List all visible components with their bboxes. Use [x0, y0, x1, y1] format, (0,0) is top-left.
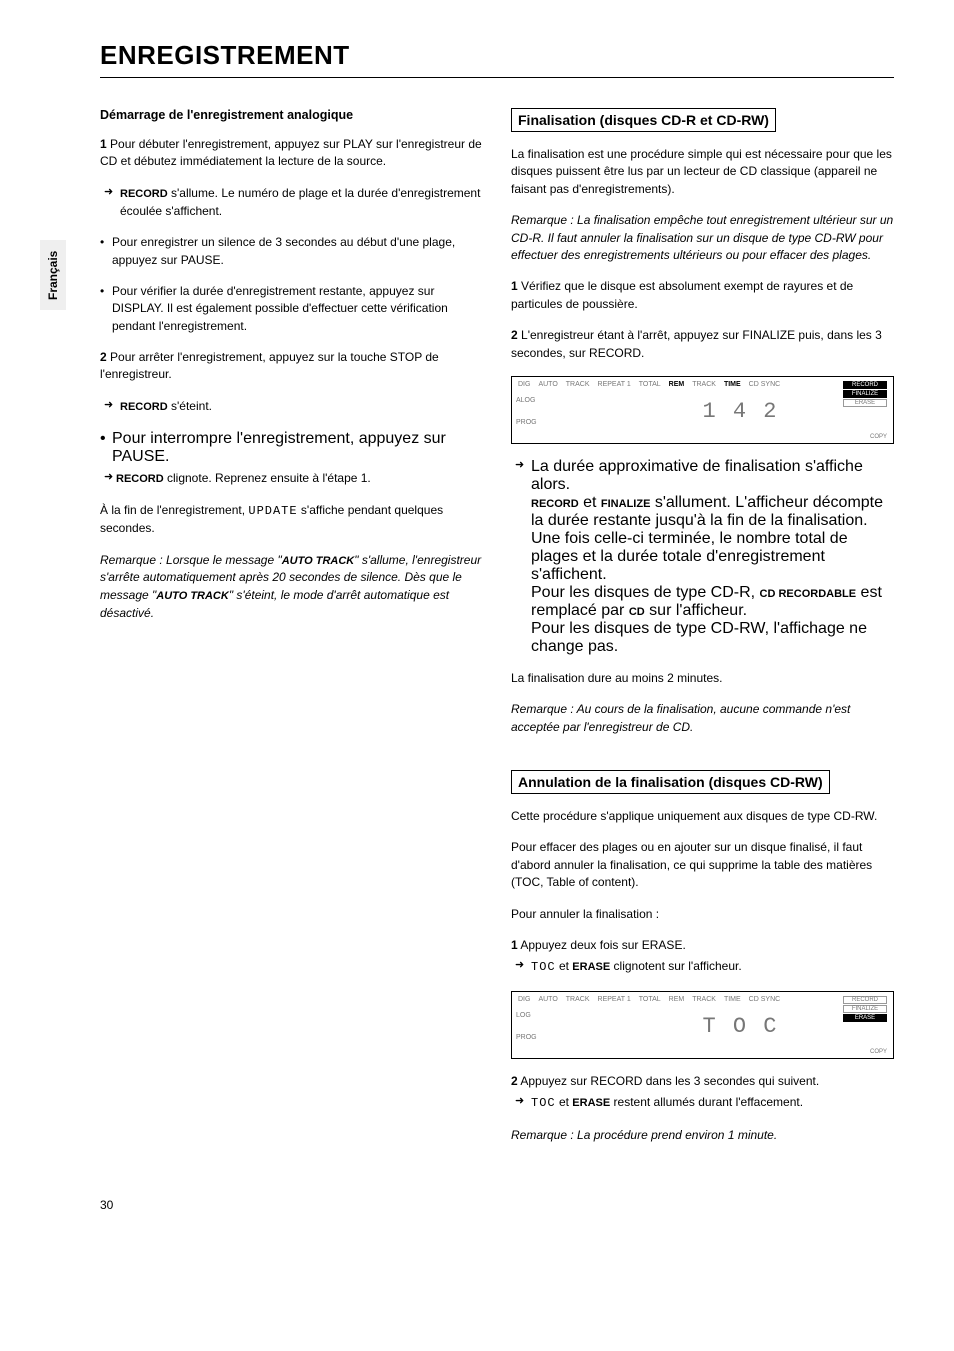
content-columns: Démarrage de l'enregistrement analogique… [100, 108, 894, 1158]
right-remark-3: Remarque : La procédure prend environ 1 … [511, 1127, 894, 1144]
record-label: RECORD [120, 401, 168, 413]
left-closing: À la fin de l'enregistrement, UPDATE s'a… [100, 502, 483, 538]
left-bullet-1: Pour enregistrer un silence de 3 seconde… [100, 234, 483, 269]
remark-part-1: Lorsque le message " [166, 553, 282, 567]
arrow-text: clignote. Reprenez ensuite à l'étape 1. [164, 471, 371, 485]
left-step-2-result: RECORD s'éteint. [100, 398, 483, 416]
left-step-2: 2 Pour arrêter l'enregistrement, appuyez… [100, 349, 483, 384]
bullet-text: Pour interrompre l'enregistrement, appuy… [112, 430, 446, 465]
unfinalize-sub: Pour annuler la finalisation : [511, 906, 894, 923]
step-text: Pour arrêter l'enregistrement, appuyez s… [100, 350, 439, 381]
step-number: 1 [511, 279, 518, 293]
cd-recordable-label: CD RECORDABLE [760, 588, 857, 600]
left-step-1-result: RECORD s'allume. Le numéro de plage et l… [100, 185, 483, 220]
text-post: sur l'afficheur. [645, 602, 747, 619]
finalize-label: FINALIZE [601, 498, 651, 510]
step-text: L'enregistreur étant à l'arrêt, appuyez … [511, 328, 882, 359]
text-pre: À la fin de l'enregistrement, [100, 503, 248, 517]
step-number: 1 [511, 938, 518, 952]
remark-label: Remarque : [511, 702, 574, 716]
text: et [556, 959, 573, 973]
step-number: 2 [100, 350, 107, 364]
left-bullet-2: Pour vérifier la durée d'enregistrement … [100, 283, 483, 335]
step-text: Vérifiez que le disque est absolument ex… [511, 279, 853, 310]
unfinalize-step-2-result: TOC et ERASE restent allumés durant l'ef… [511, 1094, 894, 1112]
left-bullet-3-result: RECORD clignote. Reprenez ensuite à l'ét… [100, 470, 483, 488]
left-column: Démarrage de l'enregistrement analogique… [100, 108, 483, 1158]
record-label: RECORD [120, 188, 168, 200]
text: restent allumés durant l'effacement. [610, 1095, 803, 1109]
remark-text: La procédure prend environ 1 minute. [577, 1128, 777, 1142]
right-remark-1: Remarque : La finalisation empêche tout … [511, 212, 894, 264]
unfinalize-intro-b: Pour effacer des plages ou en ajouter su… [511, 839, 894, 891]
text-pre: Pour les disques de type CD-R, [531, 584, 760, 601]
language-tab: Français [40, 240, 66, 310]
right-remark-2: Remarque : Au cours de la finalisation, … [511, 701, 894, 736]
right-column: Finalisation (disques CD-R et CD-RW) La … [511, 108, 894, 1158]
right-result-block: La durée approximative de finalisation s… [511, 458, 894, 656]
right-intro-1: La finalisation est une procédure simple… [511, 146, 894, 198]
cd-label: CD [629, 606, 645, 618]
unfinalize-step-1-result: TOC et ERASE clignotent sur l'afficheur. [511, 958, 894, 976]
left-heading: Démarrage de l'enregistrement analogique [100, 108, 483, 122]
text: et [579, 494, 601, 511]
step-text: Appuyez sur RECORD dans les 3 secondes q… [520, 1074, 819, 1088]
left-remark: Remarque : Lorsque le message "AUTO TRAC… [100, 552, 483, 623]
step-number: 2 [511, 328, 518, 342]
unfinalize-step-2: 2 Appuyez sur RECORD dans les 3 secondes… [511, 1073, 894, 1090]
record-label: RECORD [531, 498, 579, 510]
erase-label: ERASE [572, 961, 610, 973]
auto-track-label: AUTO TRACK [156, 590, 229, 602]
left-step-1: 1 Pour débuter l'enregistrement, appuyez… [100, 136, 483, 171]
text: et [556, 1095, 573, 1109]
left-bullet-3: Pour interrompre l'enregistrement, appuy… [100, 430, 483, 488]
erase-label: ERASE [572, 1097, 610, 1109]
right-step-2: 2 L'enregistreur étant à l'arrêt, appuye… [511, 327, 894, 362]
toc-mono: TOC [531, 1096, 556, 1110]
result-line-1: La durée approximative de finalisation s… [531, 458, 863, 493]
page-title: ENREGISTREMENT [100, 40, 894, 78]
text: clignotent sur l'afficheur. [610, 959, 741, 973]
unfinalize-step-1: 1 Appuyez deux fois sur ERASE. [511, 937, 894, 954]
page-number: 30 [100, 1198, 894, 1212]
lcd-display-1: DIGAUTOTRACKREPEAT 1TOTALREMTRACKTIMECD … [511, 376, 894, 444]
result-line-5: Pour les disques de type CD-RW, l'affich… [531, 620, 867, 655]
step-number: 1 [100, 137, 107, 151]
step-text: Appuyez deux fois sur ERASE. [520, 938, 685, 952]
toc-mono: TOC [531, 960, 556, 974]
remark-label: Remarque : [100, 553, 163, 567]
lcd-display-2: DIGAUTOTRACKREPEAT 1TOTALREMTRACKTIMECD … [511, 991, 894, 1059]
remark-label: Remarque : [511, 213, 574, 227]
unfinalize-intro-a: Cette procédure s'applique uniquement au… [511, 808, 894, 825]
record-label: RECORD [116, 473, 164, 485]
section-2-title: Annulation de la finalisation (disques C… [511, 770, 830, 794]
arrow-text: s'allume. Le numéro de plage et la durée… [120, 186, 480, 218]
remark-label: Remarque : [511, 1128, 574, 1142]
step-text: Pour débuter l'enregistrement, appuyez s… [100, 137, 482, 168]
result-line-3: Une fois celle-ci terminée, le nombre to… [531, 530, 848, 583]
update-mono: UPDATE [248, 504, 297, 518]
section-1-title: Finalisation (disques CD-R et CD-RW) [511, 108, 776, 132]
auto-track-label: AUTO TRACK [282, 555, 355, 567]
right-step-1: 1 Vérifiez que le disque est absolument … [511, 278, 894, 313]
right-closing-1: La finalisation dure au moins 2 minutes. [511, 670, 894, 687]
arrow-text: s'éteint. [168, 399, 212, 413]
step-number: 2 [511, 1074, 518, 1088]
